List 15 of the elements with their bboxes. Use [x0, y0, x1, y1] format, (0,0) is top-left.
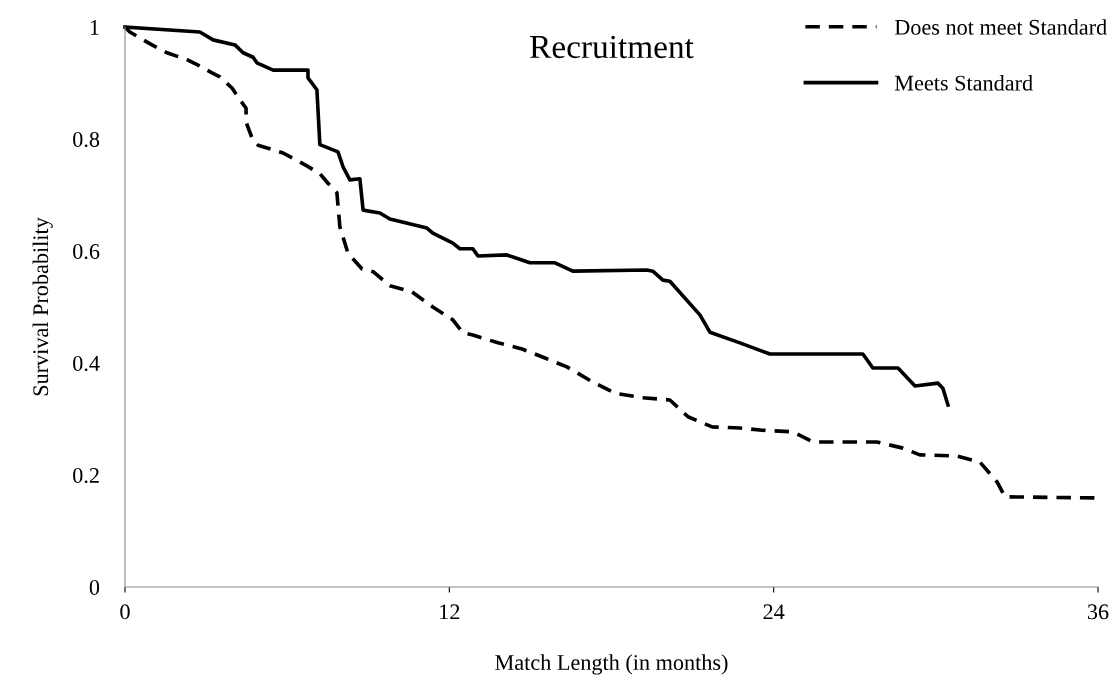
y-tick-label: 0.2	[73, 467, 99, 484]
x-axis-title: Match Length (in months)	[495, 654, 728, 675]
y-tick-label: 0	[89, 579, 100, 595]
x-tick-label: 0	[120, 604, 130, 620]
y-tick-label: 0.6	[73, 243, 100, 260]
legend-label: Meets Standard	[894, 74, 1033, 91]
y-tick-label: 1	[90, 20, 99, 35]
x-tick-label: 36	[1087, 604, 1109, 620]
y-tick-label: 0.8	[73, 131, 100, 148]
legend-label: Does not meet Standard	[894, 19, 1107, 35]
y-axis-title: Survival Probability	[32, 217, 53, 396]
x-tick-label: 12	[440, 604, 460, 620]
x-tick-label: 24	[763, 604, 785, 620]
y-tick-label: 0.4	[73, 355, 100, 372]
chart-title: Recruitment	[530, 35, 694, 59]
